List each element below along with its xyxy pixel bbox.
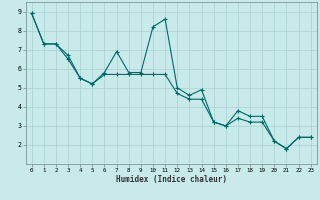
X-axis label: Humidex (Indice chaleur): Humidex (Indice chaleur) — [116, 175, 227, 184]
